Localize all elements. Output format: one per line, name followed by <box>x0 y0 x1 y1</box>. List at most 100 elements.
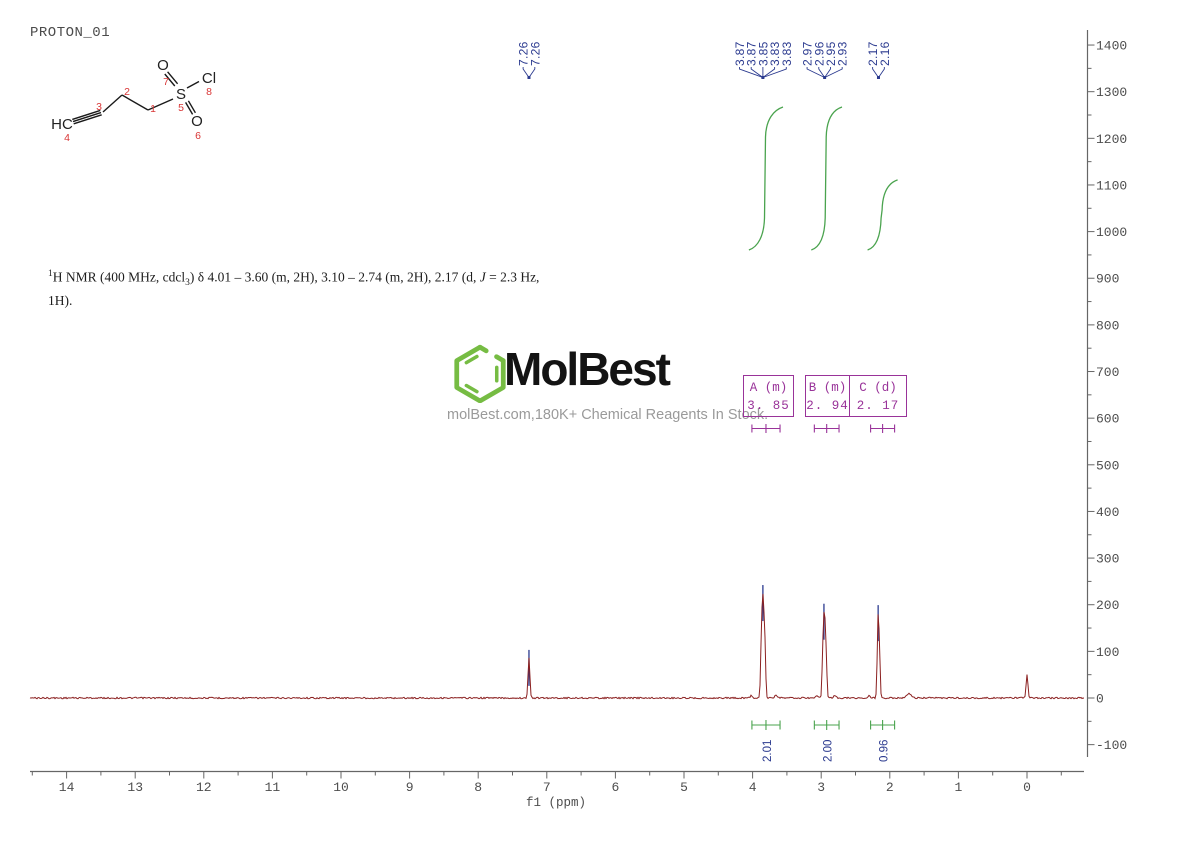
multiplet-box-b-shift: 2. 94 <box>806 399 849 413</box>
y-axis-tick-label: 500 <box>1096 458 1119 473</box>
x-axis-tick-label: 1 <box>954 780 962 795</box>
y-axis-tick-label: 0 <box>1096 692 1104 707</box>
x-axis-tick-label: 6 <box>611 780 619 795</box>
multiplet-box-a: A (m) 3. 85 <box>743 375 794 417</box>
y-axis-tick-label: 1300 <box>1096 85 1127 100</box>
atom-label-cl: Cl <box>202 70 216 87</box>
peak-label-connector <box>818 67 826 78</box>
y-axis-tick-label: 1400 <box>1096 39 1127 54</box>
peak-shift-label: 2.17 <box>866 41 880 66</box>
peak-shift-label: 2.95 <box>824 41 838 66</box>
integral-value-label: 2.01 <box>762 740 774 762</box>
hexagon-outline-stub <box>494 354 506 364</box>
peak-label-connector <box>878 67 885 78</box>
peak-shift-label: 2.97 <box>801 41 815 66</box>
integral-curve <box>748 106 784 251</box>
multiplet-box-c: C (d) 2. 17 <box>849 375 907 417</box>
peak-label-anchor-dot <box>823 76 827 79</box>
peak-label-anchor-dot <box>876 76 880 79</box>
peak-label-connector <box>528 67 536 78</box>
integral-range-bracket <box>870 720 896 730</box>
atom-number-1: 1 <box>150 103 156 115</box>
peak-shift-label: 2.96 <box>812 41 826 66</box>
multiplet-range-bracket <box>813 424 840 433</box>
s-o-double-bond <box>167 71 179 85</box>
y-axis-tick-label: 800 <box>1096 318 1119 333</box>
integral-range-bracket <box>813 720 840 730</box>
y-axis-tick-label: 600 <box>1096 412 1119 427</box>
bonds <box>72 71 200 125</box>
s-o-double-bond <box>187 100 197 114</box>
y-axis-tick-label: 100 <box>1096 645 1119 660</box>
assignment-text-run: 3 <box>185 278 190 289</box>
spectrum-trace <box>29 593 1085 700</box>
triple-bond-line <box>72 111 102 123</box>
x-axis-tick-label: 8 <box>474 780 482 795</box>
peak-shift-label: 3.87 <box>733 41 747 66</box>
multiplet-box-b-id: B (m) <box>808 381 847 395</box>
peak-label-connector <box>739 67 764 78</box>
atom-label-s: S <box>176 86 186 103</box>
atom-number-2: 2 <box>124 86 130 98</box>
atom-number-5: 5 <box>178 102 184 114</box>
x-axis-tick-label: 0 <box>1023 780 1031 795</box>
atom-number-7: 7 <box>163 76 169 88</box>
molecular-structure: HC O S Cl O 1 2 3 4 5 6 7 8 <box>51 57 216 144</box>
integral-range-bracket <box>751 720 781 730</box>
integral-value-label: 2.00 <box>823 740 835 762</box>
assignment-line-1: 1H NMR (400 MHz, cdcl3) δ 4.01 – 3.60 (m… <box>48 266 539 292</box>
bond-c3-c2 <box>102 94 123 113</box>
x-axis-tick-label: 7 <box>543 780 551 795</box>
inner-bond <box>464 354 479 365</box>
x-axis-tick-label: 9 <box>406 780 414 795</box>
multiplet-range-bracket <box>751 424 781 433</box>
x-axis-tick-label: 3 <box>817 780 825 795</box>
atom-label-o-top: O <box>157 57 169 74</box>
y-axis-tick-label: -100 <box>1096 738 1127 753</box>
x-axis-tick-label: 10 <box>333 780 349 795</box>
assignment-text-run: H NMR (400 MHz, cdcl <box>52 269 186 285</box>
peak-label-connector <box>824 67 843 78</box>
inner-bond <box>464 383 479 394</box>
logo-tagline: molBest.com,180K+ Chemical Reagents In S… <box>447 407 769 423</box>
y-axis-tick-label: 1000 <box>1096 225 1127 240</box>
y-axis-tick-label: 900 <box>1096 272 1119 287</box>
bond-s-cl <box>186 80 200 89</box>
peak-shift-label: 3.83 <box>768 41 782 66</box>
integral-curve <box>811 106 843 251</box>
x-axis-title: f1 (ppm) <box>526 796 586 810</box>
peak-label-connector <box>750 67 764 78</box>
s-o-double-bond <box>164 73 176 87</box>
x-axis-tick-label: 13 <box>127 780 143 795</box>
molbest-logo-wordmark: MolBest <box>504 343 671 395</box>
atom-label-hc: HC <box>51 116 73 133</box>
peak-label-connector <box>762 67 787 78</box>
atom-number-8: 8 <box>206 86 212 98</box>
peak-shift-label: 7.26 <box>517 41 531 66</box>
assignment-text-run: = 2.3 Hz, <box>485 269 540 285</box>
atom-number-4: 4 <box>64 132 70 144</box>
peak-label-connector <box>762 67 776 78</box>
integral-value-label: 0.96 <box>879 740 891 762</box>
s-o-double-bond <box>184 102 194 115</box>
multiplet-box-b: B (m) 2. 94 <box>805 375 850 417</box>
multiplet-range-bracket <box>870 424 896 433</box>
assignment-text-run: ) δ 4.01 – 3.60 (m, 2H), 3.10 – 2.74 (m,… <box>189 269 480 285</box>
spectrum-title: PROTON_01 <box>30 25 111 41</box>
triple-bond-line <box>73 114 102 125</box>
peak-shift-label: 7.26 <box>528 41 542 66</box>
triple-bond-line <box>72 109 101 121</box>
atom-label-o-bottom: O <box>191 113 203 130</box>
y-axis-tick-label: 1100 <box>1096 178 1127 193</box>
peak-label-anchor-dot <box>527 76 531 79</box>
molbest-hexagon-logo-icon <box>454 344 506 403</box>
peak-shift-label: 3.85 <box>756 41 770 66</box>
multiplet-box-a-shift: 3. 85 <box>747 399 790 413</box>
hexagon-outline-stub <box>477 344 489 354</box>
x-axis-tick-label: 12 <box>196 780 212 795</box>
peak-label-anchor-dot <box>761 76 765 79</box>
y-axis-tick-label: 400 <box>1096 505 1119 520</box>
bond-c2-c1 <box>121 94 149 111</box>
